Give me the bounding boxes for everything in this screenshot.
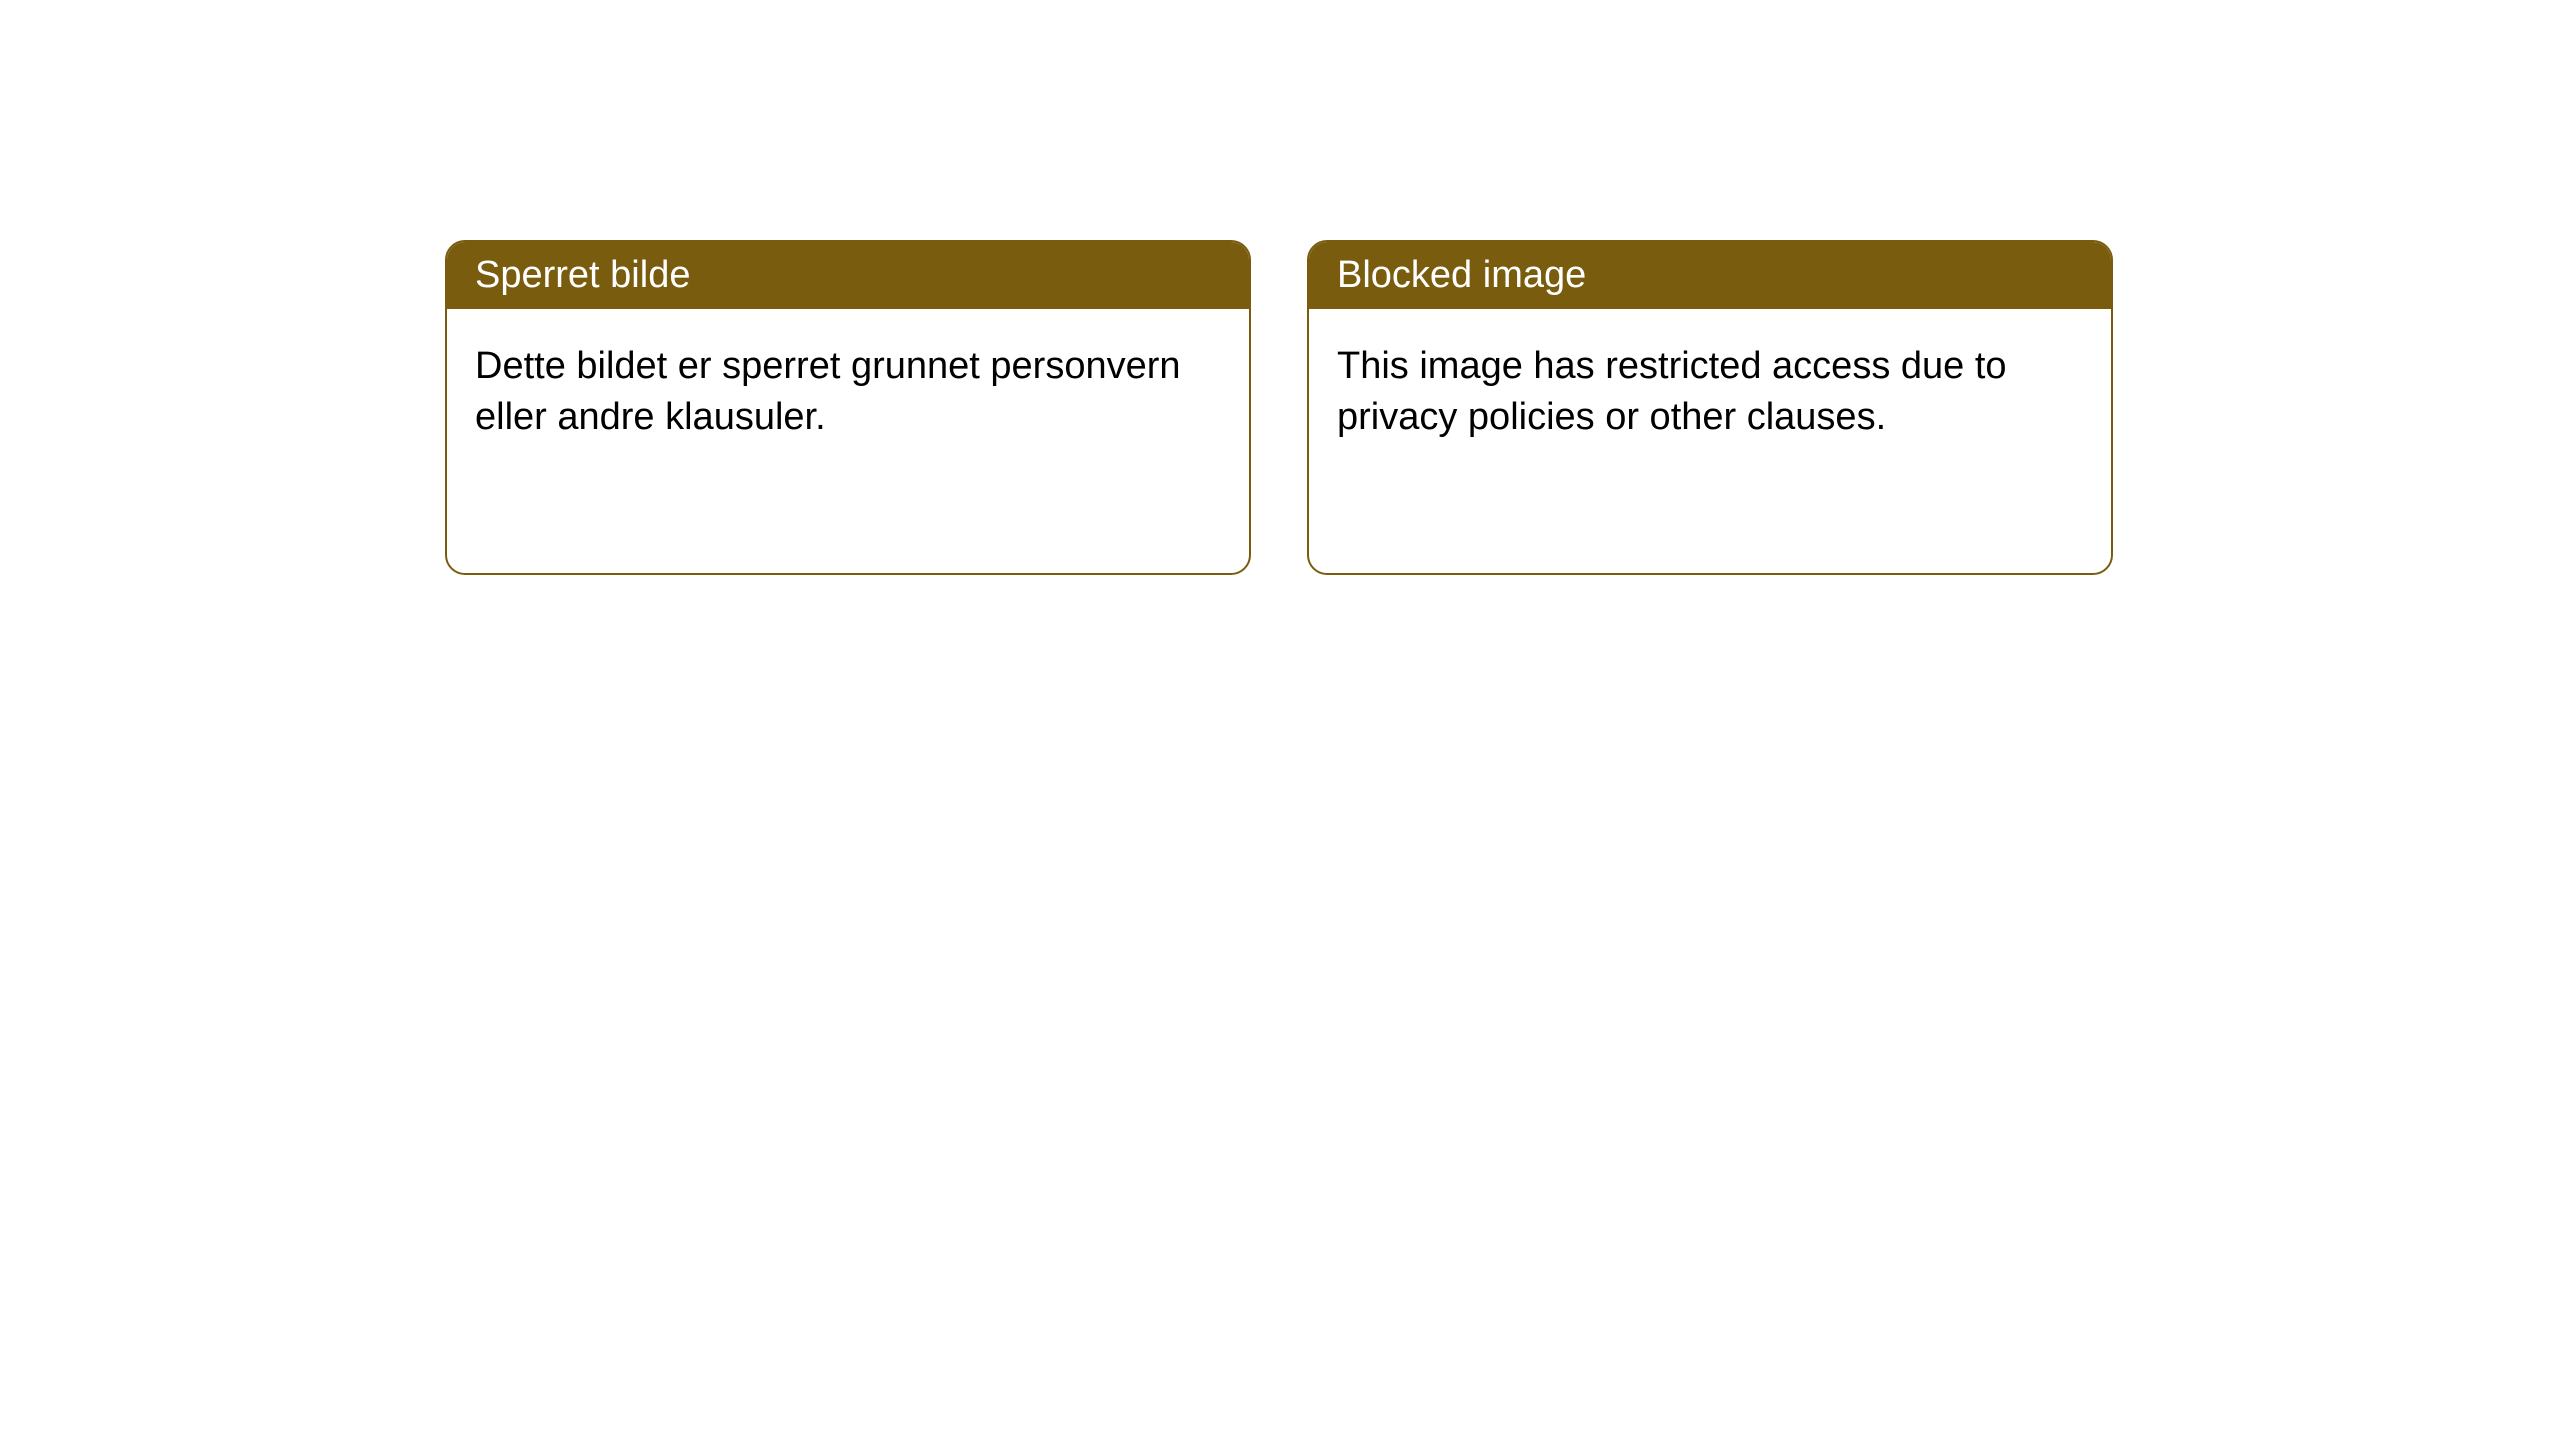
card-body-no: Dette bildet er sperret grunnet personve…: [447, 309, 1249, 476]
notice-container: Sperret bilde Dette bildet er sperret gr…: [445, 240, 2113, 575]
card-header-no: Sperret bilde: [447, 242, 1249, 309]
blocked-image-card-en: Blocked image This image has restricted …: [1307, 240, 2113, 575]
card-body-en: This image has restricted access due to …: [1309, 309, 2111, 476]
card-header-en: Blocked image: [1309, 242, 2111, 309]
blocked-image-card-no: Sperret bilde Dette bildet er sperret gr…: [445, 240, 1251, 575]
